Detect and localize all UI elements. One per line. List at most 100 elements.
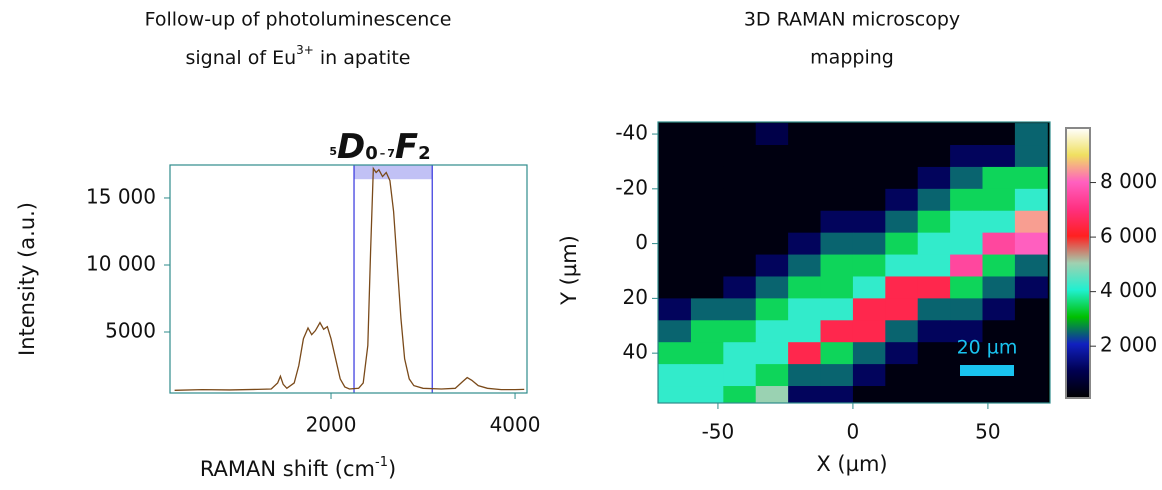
- x-tick-label: 0: [847, 420, 860, 444]
- heatmap-cell: [755, 298, 789, 321]
- heatmap-cell: [950, 298, 984, 321]
- heatmap-cell: [917, 123, 951, 146]
- title-part: signal of Eu: [186, 47, 297, 69]
- right-title: 3D RAMAN microscopy: [744, 9, 960, 31]
- heatmap-cell: [820, 145, 854, 168]
- heatmap-cell: [723, 188, 757, 212]
- heatmap-cell: [755, 386, 789, 403]
- label-sup: -1: [375, 455, 388, 470]
- x-axis-label: X (µm): [816, 452, 887, 476]
- heatmap-cell: [852, 364, 886, 387]
- heatmap-cell: [690, 123, 724, 146]
- heatmap-cell: [982, 298, 1016, 321]
- heatmap-cell: [658, 386, 692, 403]
- heatmap-cell: [788, 123, 822, 146]
- annotation-part: 7: [387, 147, 395, 160]
- heatmap-cell: [820, 123, 854, 146]
- heatmap-cell: [885, 254, 919, 277]
- heatmap-cell: [852, 188, 886, 212]
- heatmap-cell: [755, 276, 789, 299]
- heatmap-cell: [658, 364, 692, 387]
- heatmap-cell: [950, 254, 984, 277]
- heatmap-cell: [723, 145, 757, 168]
- heatmap-cell: [1014, 342, 1048, 365]
- heatmap-cell: [982, 166, 1016, 190]
- heatmap-cell: [723, 232, 757, 256]
- heatmap-cell: [820, 342, 854, 365]
- heatmap-cell: [723, 342, 757, 365]
- heatmap-cell: [982, 320, 1016, 343]
- heatmap-cell: [1014, 276, 1048, 299]
- heatmap-cell: [788, 254, 822, 277]
- heatmap-cell: [852, 276, 886, 299]
- colorbar-tick-label: 4 000: [1100, 278, 1157, 302]
- heatmap-cell: [723, 320, 757, 343]
- heatmap-cell: [917, 320, 951, 343]
- heatmap-cell: [950, 320, 984, 343]
- heatmap-cell: [1014, 145, 1048, 168]
- plot-frame: [169, 164, 528, 394]
- heatmap-cell: [723, 210, 757, 234]
- heatmap-cell: [982, 254, 1016, 277]
- highlight-band: [354, 165, 433, 180]
- title-part: in apatite: [314, 47, 411, 69]
- heatmap-cell: [788, 364, 822, 387]
- plot-frame: [657, 121, 1051, 404]
- left-title: Follow-up of photoluminescence: [145, 9, 452, 31]
- annotation-part: 0: [365, 143, 378, 164]
- heatmap-cell: [658, 298, 692, 321]
- heatmap-cell: [723, 123, 757, 146]
- heatmap-cell: [820, 320, 854, 343]
- y-axis-label: Y (µm): [557, 235, 581, 306]
- heatmap-cell: [788, 276, 822, 299]
- heatmap-cell: [1014, 298, 1048, 321]
- annotation: 5D0–7F2: [329, 127, 430, 167]
- y-tick-label: -40: [615, 121, 648, 145]
- heatmap-cell: [820, 386, 854, 403]
- x-tick-label: -50: [702, 420, 735, 444]
- heatmap-cell: [852, 145, 886, 168]
- heatmap-cell: [852, 298, 886, 321]
- heatmap-cell: [820, 232, 854, 256]
- heatmap-cell: [950, 386, 984, 403]
- annotation-part: D: [337, 127, 365, 167]
- heatmap-cell: [917, 232, 951, 256]
- heatmap-cell: [982, 123, 1016, 146]
- colorbar-tick-label: 6 000: [1100, 224, 1157, 248]
- label-part: ): [388, 457, 396, 481]
- y-tick-label: 5000: [105, 319, 156, 343]
- heatmap-cell: [788, 342, 822, 365]
- heatmap-cell: [917, 145, 951, 168]
- label-part: RAMAN shift (cm: [200, 457, 375, 481]
- annotation-part: F: [395, 127, 418, 167]
- y-tick-label: -20: [615, 175, 648, 199]
- heatmap-cell: [917, 298, 951, 321]
- heatmap-cell: [982, 210, 1016, 234]
- spectrum-line: [174, 166, 525, 391]
- heatmap-cell: [755, 254, 789, 277]
- heatmap-cell: [820, 364, 854, 387]
- heatmap-cell: [658, 320, 692, 343]
- heatmap-cell: [917, 188, 951, 212]
- heatmap-cell: [885, 166, 919, 190]
- heatmap-cell: [788, 386, 822, 403]
- y-tick-label: 10 000: [86, 251, 156, 275]
- heatmap-cell: [1014, 320, 1048, 343]
- heatmap-cell: [820, 276, 854, 299]
- heatmap-cell: [885, 320, 919, 343]
- heatmap-cell: [723, 386, 757, 403]
- heatmap-cell: [755, 166, 789, 190]
- heatmap-cell: [1014, 210, 1048, 234]
- heatmap-cell: [690, 166, 724, 190]
- heatmap-cell: [658, 145, 692, 168]
- heatmap-cell: [950, 145, 984, 168]
- heatmap-cell: [917, 166, 951, 190]
- heatmap-cell: [950, 188, 984, 212]
- heatmap-cell: [690, 254, 724, 277]
- heatmap-cell: [755, 145, 789, 168]
- heatmap-cell: [658, 210, 692, 234]
- heatmap-cell: [1014, 364, 1048, 387]
- heatmap-cell: [885, 386, 919, 403]
